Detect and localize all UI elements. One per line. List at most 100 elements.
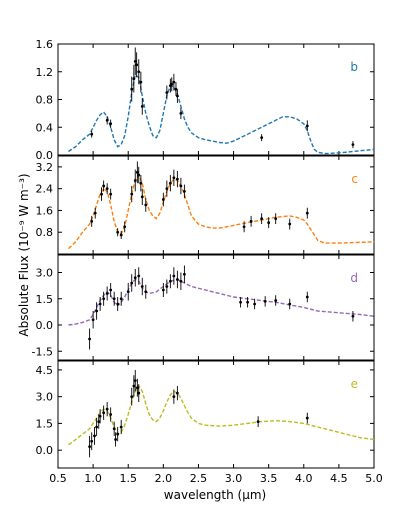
data-point — [105, 407, 109, 411]
data-point — [168, 279, 172, 283]
data-point — [172, 176, 176, 180]
data-point — [135, 386, 139, 390]
observation-point — [135, 52, 139, 78]
data-point — [132, 384, 136, 388]
observation-point — [119, 291, 123, 306]
data-point — [133, 379, 137, 383]
y-tick-label: 3.0 — [36, 391, 54, 404]
data-point — [305, 416, 309, 420]
data-point — [130, 192, 134, 196]
y-tick-label: 0.0 — [36, 319, 54, 332]
data-point — [288, 222, 292, 226]
x-tick-label: 1.5 — [119, 472, 137, 485]
observation-point — [263, 296, 267, 307]
observation-point — [135, 378, 139, 397]
data-point — [260, 136, 264, 140]
y-tick-label: 0.0 — [36, 444, 54, 457]
observation-point — [175, 270, 179, 289]
data-point — [274, 217, 278, 221]
x-axis-label: wavelength (μm) — [164, 488, 266, 502]
panel-d: -1.5 0.0 1.5 3.0 d — [32, 254, 375, 361]
data-point — [130, 87, 134, 91]
observation-point — [123, 221, 127, 233]
data-point — [119, 425, 123, 429]
observation-point — [137, 166, 141, 184]
observation-point — [172, 73, 176, 91]
observation-point — [90, 432, 94, 451]
observation-point — [109, 119, 113, 128]
observation-point — [133, 169, 137, 192]
observation-point — [105, 183, 109, 195]
x-tick-label: 1.0 — [84, 472, 102, 485]
observation-point — [102, 291, 106, 306]
observation-point — [133, 369, 137, 392]
data-point — [172, 274, 176, 278]
panel-label-c: c — [351, 172, 358, 186]
panel-c: 0.8 1.6 2.4 3.2 c — [36, 155, 375, 255]
data-point — [161, 288, 165, 292]
observation-point — [170, 77, 174, 92]
observation-point — [95, 418, 99, 436]
data-point — [305, 295, 309, 299]
data-point — [119, 297, 123, 301]
data-point — [144, 290, 148, 294]
observation-point — [144, 284, 148, 299]
panel-frame — [57, 360, 375, 469]
model-line-b — [68, 74, 374, 155]
observation-point — [116, 228, 120, 237]
data-point — [116, 230, 120, 234]
data-point — [105, 187, 109, 191]
data-point — [116, 432, 120, 436]
observation-point — [274, 213, 278, 225]
observation-point — [267, 217, 271, 229]
panel-plot-area — [68, 47, 374, 155]
observation-point — [100, 187, 103, 201]
observation-point — [249, 215, 253, 227]
x-tick-label: 3.0 — [225, 472, 243, 485]
observation-point — [105, 402, 109, 417]
panel-e: 0.0 1.5 3.0 4.5 e — [36, 360, 375, 469]
data-point — [239, 300, 242, 304]
data-point — [179, 111, 183, 115]
data-point — [130, 281, 134, 285]
data-point — [267, 221, 271, 225]
observation-point — [172, 389, 176, 404]
observation-point — [288, 298, 292, 310]
observation-point — [132, 375, 136, 397]
data-point — [105, 118, 109, 122]
observation-point — [102, 405, 106, 420]
panel-label-b: b — [350, 60, 358, 74]
data-point — [256, 420, 260, 424]
y-tick-label: 1.2 — [36, 66, 54, 79]
observation-point — [119, 230, 123, 240]
data-point — [242, 225, 246, 229]
y-axis-label: Absolute Flux (10⁻⁹ W m⁻³) — [17, 173, 31, 336]
data-point — [137, 173, 141, 177]
observation-point — [175, 89, 179, 103]
data-point — [140, 105, 144, 108]
observation-point — [88, 328, 91, 350]
data-point — [133, 179, 137, 182]
observation-point — [105, 116, 109, 125]
observation-point — [91, 311, 95, 329]
observation-point — [139, 71, 143, 93]
data-point — [172, 395, 176, 399]
x-tick-label: 5.0 — [365, 472, 383, 485]
data-point — [144, 203, 148, 207]
data-point — [114, 438, 117, 441]
data-point — [305, 124, 309, 128]
y-tick-label: 4.5 — [36, 364, 54, 377]
data-point — [116, 302, 120, 306]
observation-point — [90, 130, 94, 138]
observation-point — [242, 221, 246, 233]
data-point — [102, 297, 106, 301]
y-tick-label: 0.0 — [36, 149, 54, 162]
panel-frame — [57, 254, 375, 361]
observation-point — [172, 169, 176, 186]
data-point — [175, 177, 179, 181]
data-point — [93, 434, 96, 438]
observation-point — [351, 141, 355, 149]
data-point — [140, 285, 144, 288]
observation-point — [133, 47, 137, 76]
data-point — [109, 192, 113, 196]
